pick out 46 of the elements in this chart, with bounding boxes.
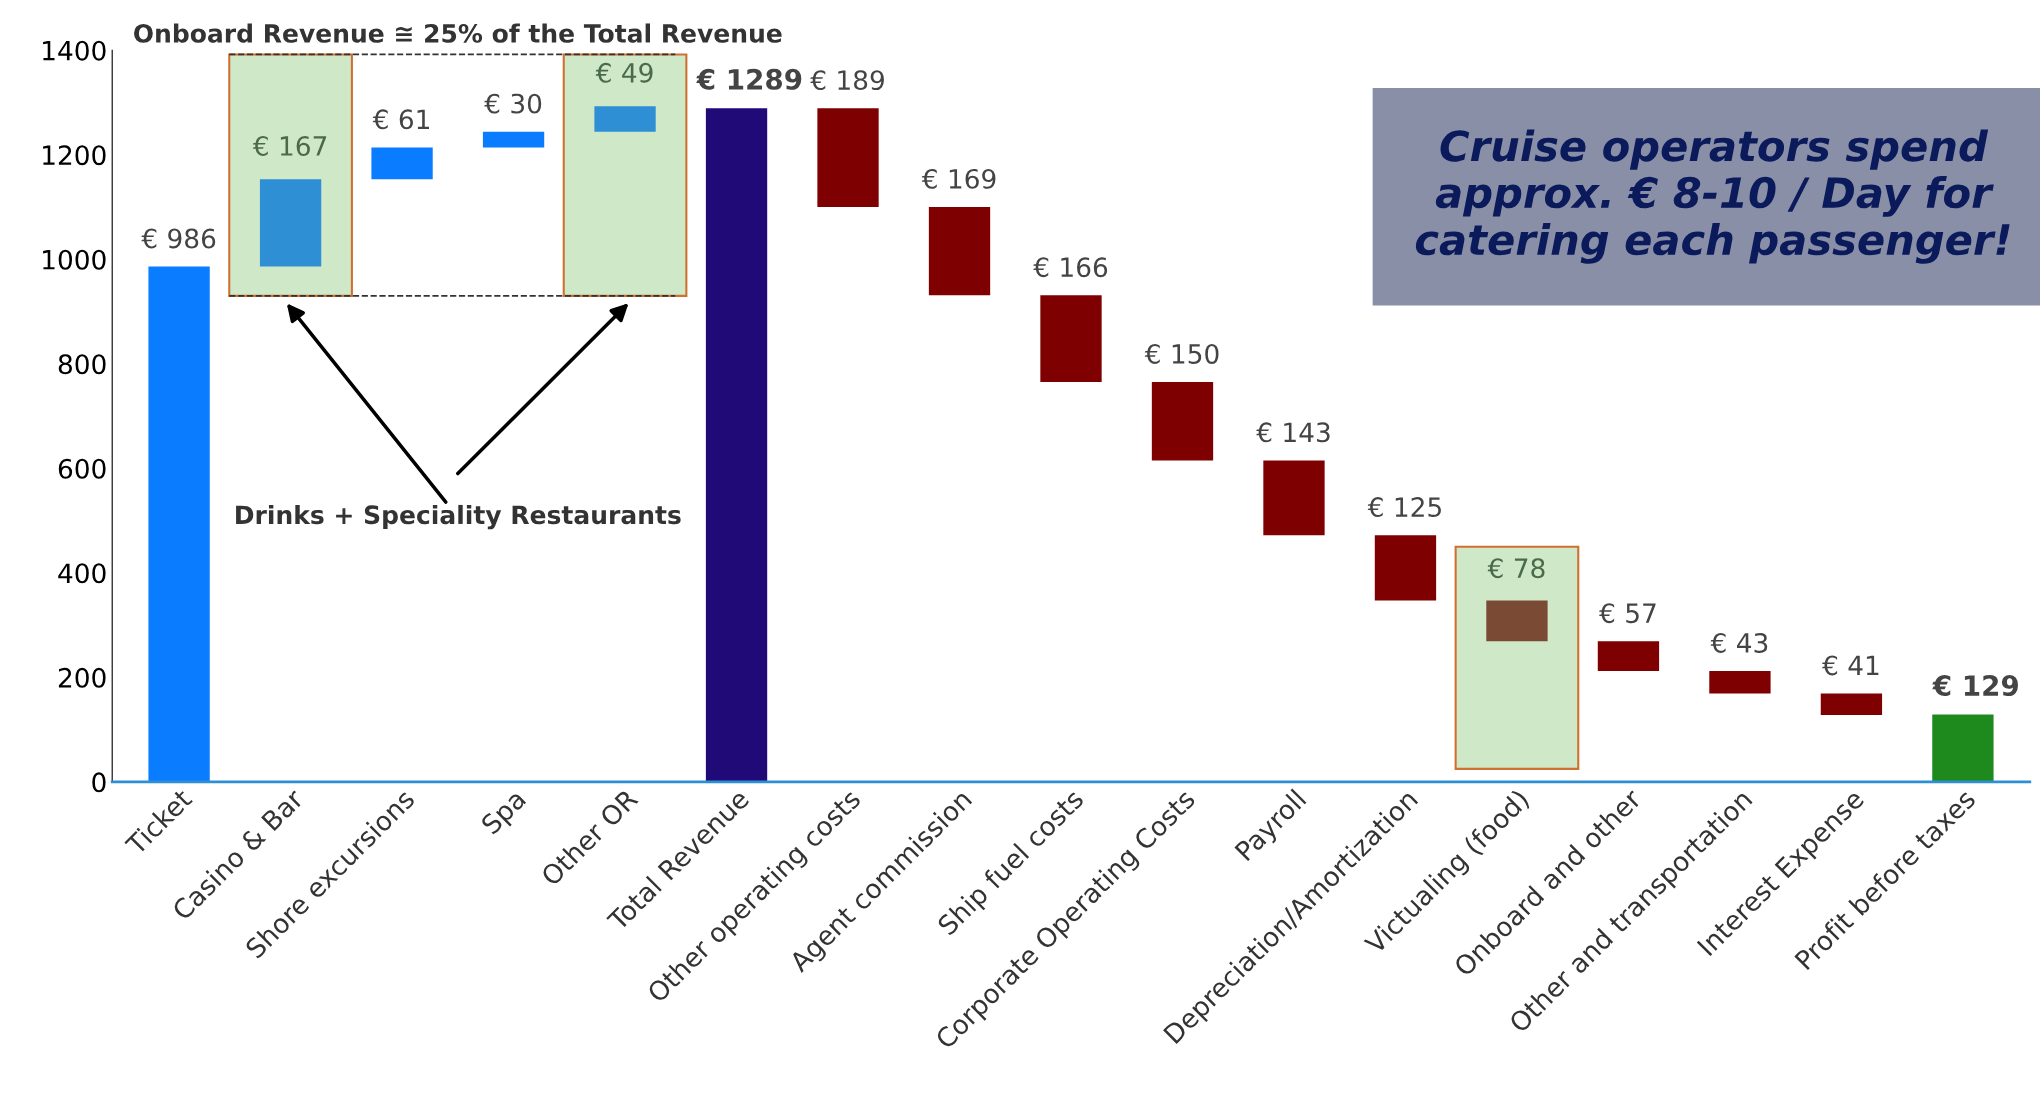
data-label: € 169 <box>921 168 996 189</box>
data-label: € 57 <box>1599 603 1656 624</box>
data-label: € 49 <box>595 62 653 83</box>
data-label: € 125 <box>1367 497 1441 518</box>
data-label: € 30 <box>484 93 542 114</box>
y-tick-label: 0 <box>92 772 106 793</box>
data-label: € 61 <box>372 109 430 130</box>
bar <box>1374 535 1437 601</box>
y-tick-label: 1000 <box>43 249 106 270</box>
text: Onboard Revenue ≅ 25% of the Total Revenue <box>134 23 782 43</box>
data-label: € 143 <box>1256 422 1330 443</box>
bar <box>928 207 991 296</box>
data-label: € 166 <box>1033 257 1108 278</box>
y-tick-label: 800 <box>58 354 106 375</box>
y-tick-label: 1400 <box>43 40 106 61</box>
bar <box>482 131 545 148</box>
bar <box>259 179 322 267</box>
bar <box>1597 641 1660 672</box>
y-tick-label: 200 <box>58 667 106 688</box>
data-label: € 189 <box>810 70 884 91</box>
bar <box>817 108 879 208</box>
bar <box>1040 295 1102 383</box>
data-label: € 167 <box>252 135 327 156</box>
bar <box>1486 600 1548 642</box>
bar <box>594 106 656 132</box>
bar <box>705 108 768 782</box>
y-tick-label: 1200 <box>43 145 106 166</box>
bar <box>1932 714 1994 782</box>
data-label: € 150 <box>1144 343 1219 364</box>
bar <box>1151 382 1214 461</box>
annotation: Drinks + Speciality Restaurants <box>236 504 681 530</box>
annotation: Cruise operators spend approx. € 8-10 / Day for catering each passenger! <box>1415 129 2010 264</box>
bar <box>371 147 433 180</box>
data-label: € 986 <box>141 228 216 249</box>
bar <box>148 266 210 782</box>
data-label: € 78 <box>1487 558 1545 579</box>
bar <box>1263 460 1325 536</box>
bar <box>1820 693 1883 716</box>
x-tick-label: Spa <box>479 788 530 839</box>
data-label: € 41 <box>1822 655 1879 676</box>
data-label: € 129 <box>1932 675 2018 697</box>
y-tick-label: 600 <box>58 458 106 479</box>
y-tick-label: 400 <box>58 563 106 584</box>
bar <box>1709 671 1771 694</box>
data-label: € 43 <box>1710 632 1768 653</box>
data-label: € 1289 <box>696 68 802 90</box>
